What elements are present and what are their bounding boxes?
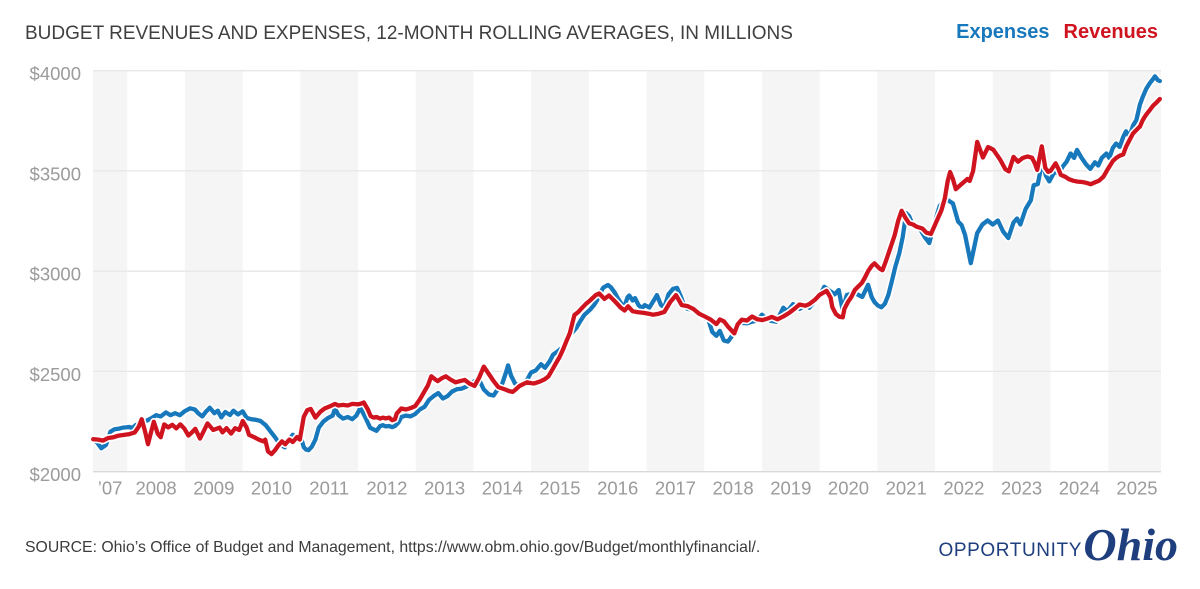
svg-text:$3500: $3500: [30, 163, 81, 184]
svg-text:$2500: $2500: [30, 364, 81, 385]
svg-text:$2000: $2000: [30, 464, 81, 485]
svg-text:2024: 2024: [1059, 478, 1100, 499]
svg-text:2023: 2023: [1001, 478, 1042, 499]
svg-text:2018: 2018: [713, 478, 754, 499]
svg-text:2021: 2021: [886, 478, 927, 499]
svg-text:2013: 2013: [424, 478, 465, 499]
svg-text:2009: 2009: [193, 478, 234, 499]
svg-text:2016: 2016: [597, 478, 638, 499]
svg-text:2022: 2022: [943, 478, 984, 499]
svg-text:2014: 2014: [482, 478, 523, 499]
svg-text:’07: ’07: [98, 478, 123, 499]
svg-text:$3000: $3000: [30, 264, 81, 285]
svg-text:2017: 2017: [655, 478, 696, 499]
svg-text:2008: 2008: [136, 478, 177, 499]
svg-text:$4000: $4000: [30, 63, 81, 84]
svg-text:2010: 2010: [251, 478, 292, 499]
svg-text:2020: 2020: [828, 478, 869, 499]
svg-text:2015: 2015: [539, 478, 580, 499]
svg-text:2012: 2012: [366, 478, 407, 499]
svg-text:2025: 2025: [1116, 478, 1157, 499]
svg-text:2011: 2011: [309, 478, 349, 499]
svg-text:2019: 2019: [770, 478, 811, 499]
